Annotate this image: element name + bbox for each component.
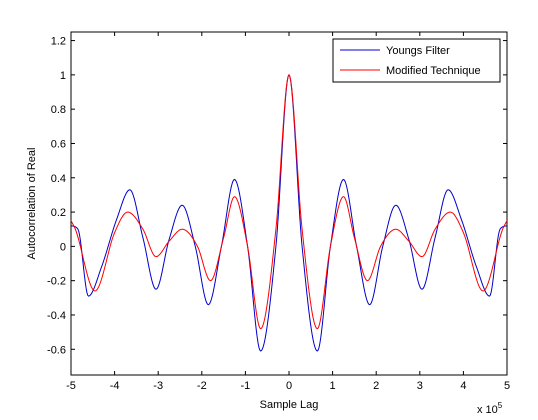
y-tick-label: -0.4 [47,310,66,322]
data-point-modified-technique [114,232,115,233]
plot-area [70,31,508,376]
data-point-youngs-filter [70,225,71,226]
y-tick-label: 0.8 [51,104,66,116]
data-point-modified-technique [75,229,76,230]
data-point-modified-technique [288,74,289,75]
data-point-modified-technique [367,280,368,281]
data-point-modified-technique [182,229,183,230]
data-point-youngs-filter [101,266,102,267]
data-point-modified-technique [506,220,507,221]
data-point-youngs-filter [77,229,78,230]
legend-label-modified-technique: Modified Technique [386,65,481,77]
data-point-modified-technique [482,290,483,291]
x-axis-exponent-base: x 10 [477,404,498,416]
y-tick-label: -0.6 [47,344,66,356]
y-tick-label: 1.2 [51,36,66,48]
data-point-youngs-filter [434,237,435,238]
y-tick-label: 1 [60,70,66,82]
x-tick-label: 0 [286,380,292,392]
data-point-modified-technique [197,246,198,247]
data-point-modified-technique [421,256,422,257]
data-point-youngs-filter [275,246,276,247]
data-point-modified-technique [463,232,464,233]
x-tick-label: 2 [373,380,379,392]
data-point-youngs-filter [461,218,462,219]
x-tick-label: -1 [241,380,251,392]
data-point-modified-technique [210,280,211,281]
x-tick-label: 4 [460,380,466,392]
data-point-youngs-filter [369,304,370,305]
x-axis-exponent-power: 5 [498,401,503,410]
data-point-youngs-filter [317,350,318,351]
data-point-modified-technique [330,246,331,247]
data-point-youngs-filter [395,205,396,206]
legend: Youngs Filter Modified Technique [332,38,501,83]
x-tick-label: -4 [110,380,120,392]
data-point-modified-technique [450,211,451,212]
y-tick-label: 0.2 [51,207,66,219]
data-point-modified-technique [395,229,396,230]
data-point-modified-technique [275,229,276,230]
data-point-youngs-filter [506,225,507,226]
y-tick-label: 0.4 [51,173,66,185]
data-point-modified-technique [301,229,302,230]
y-axis-label: Autocorrelation of Real [26,148,38,260]
series-line-modified-technique [70,73,508,330]
x-tick-label: -2 [197,380,207,392]
data-point-youngs-filter [476,266,477,267]
legend-label-youngs-filter: Youngs Filter [386,45,450,57]
x-tick-label: 3 [417,380,423,392]
data-point-youngs-filter [195,246,196,247]
data-point-youngs-filter [208,304,209,305]
data-point-modified-technique [94,290,95,291]
data-point-youngs-filter [408,239,409,240]
data-point-youngs-filter [382,246,383,247]
data-point-modified-technique [234,196,235,197]
data-point-youngs-filter [234,179,235,180]
data-point-modified-technique [70,220,71,221]
data-point-modified-technique [354,237,355,238]
x-tick-label: 1 [330,380,336,392]
x-axis-label: Sample Lag [260,399,319,411]
data-point-youngs-filter [155,289,156,290]
x-tick-label: -3 [153,380,163,392]
data-point-youngs-filter [88,296,89,297]
data-point-modified-technique [502,229,503,230]
data-point-modified-technique [343,196,344,197]
data-point-modified-technique [223,237,224,238]
data-point-youngs-filter [116,218,117,219]
data-point-youngs-filter [448,189,449,190]
data-point-youngs-filter [142,237,143,238]
legend-box [332,38,501,83]
data-point-youngs-filter [182,205,183,206]
data-point-modified-technique [155,256,156,257]
data-point-youngs-filter [260,350,261,351]
y-tick-label: -0.2 [47,276,66,288]
data-point-youngs-filter [421,289,422,290]
data-point-modified-technique [317,328,318,329]
data-point-modified-technique [169,241,170,242]
data-point-youngs-filter [129,189,130,190]
data-point-youngs-filter [499,229,500,230]
data-point-youngs-filter [489,296,490,297]
x-axis-exponent: x 105 [477,401,503,416]
data-point-youngs-filter [169,239,170,240]
data-point-modified-technique [247,246,248,247]
data-point-youngs-filter [301,246,302,247]
x-tick-label: -5 [66,380,76,392]
y-tick-label: 0 [60,241,66,253]
y-tick-label: 0.6 [51,138,66,150]
data-point-modified-technique [408,241,409,242]
x-tick-label: 5 [504,380,510,392]
data-point-modified-technique [127,211,128,212]
data-point-modified-technique [142,229,143,230]
data-point-modified-technique [380,246,381,247]
data-point-modified-technique [260,328,261,329]
data-point-youngs-filter [343,179,344,180]
data-point-modified-technique [434,229,435,230]
